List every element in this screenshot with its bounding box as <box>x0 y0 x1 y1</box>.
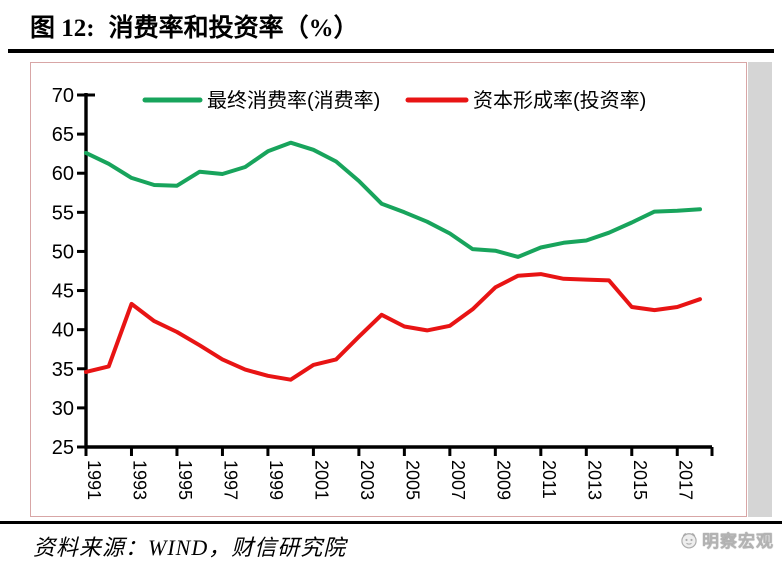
watermark-text: 明察宏观 <box>702 532 774 551</box>
y-tick-label: 35 <box>52 359 74 381</box>
y-tick-label: 40 <box>52 320 74 342</box>
x-tick-label: 2017 <box>675 460 695 500</box>
x-tick-label: 2001 <box>311 460 331 500</box>
chart-title-text: 消费率和投资率（%） <box>108 15 359 42</box>
y-tick-label: 65 <box>52 124 74 146</box>
chart-title-number: 图 12: <box>30 15 95 42</box>
x-tick-label: 1995 <box>175 460 195 500</box>
legend-label: 最终消费率(消费率) <box>207 89 380 112</box>
x-tick-label: 2005 <box>402 460 422 500</box>
x-tick-label: 2011 <box>539 460 559 499</box>
x-tick-label: 2013 <box>584 460 604 500</box>
x-tick-label: 2007 <box>448 460 468 500</box>
mingcha-logo-icon <box>681 532 697 548</box>
x-tick-label: 2003 <box>357 460 377 500</box>
axes <box>84 93 712 449</box>
source-note: 资料来源：WIND，财信研究院 <box>33 535 347 560</box>
legend-consumption: 最终消费率(消费率) <box>142 89 380 112</box>
legend-investment: 资本形成率(投资率) <box>405 89 646 112</box>
legend-label: 资本形成率(投资率) <box>473 89 646 112</box>
y-tick-label: 50 <box>52 241 74 263</box>
y-tick-label: 60 <box>52 163 74 185</box>
chart-area: 70 65 60 55 50 45 40 35 30 25 1991 1993 1995 1997 1999… <box>30 62 747 517</box>
x-tick-label: 1999 <box>266 460 286 500</box>
x-tick-label: 1997 <box>220 460 240 500</box>
x-tick-label: 1993 <box>129 460 149 500</box>
y-tick-label: 25 <box>52 437 74 459</box>
title-underline-rule <box>8 49 774 53</box>
footer-rule <box>0 521 782 524</box>
chart-canvas: 70 65 60 55 50 45 40 35 30 25 1991 1993 1995 1997 1999… <box>52 85 714 500</box>
y-tick-label: 30 <box>52 398 74 420</box>
consumption-rate-line <box>84 140 702 259</box>
investment-rate-line <box>84 272 702 382</box>
x-tick-label: 2015 <box>630 460 650 500</box>
x-tick-label: 1991 <box>84 460 104 500</box>
chart-title: 图 12: 消费率和投资率（%） <box>30 10 359 48</box>
x-tick-label: 2009 <box>493 460 513 500</box>
y-tick-label: 45 <box>52 281 74 303</box>
y-tick-label: 70 <box>52 85 74 107</box>
y-tick-label: 55 <box>52 202 74 224</box>
right-margin-band <box>748 62 772 517</box>
watermark: 明察宏观 <box>679 527 774 552</box>
